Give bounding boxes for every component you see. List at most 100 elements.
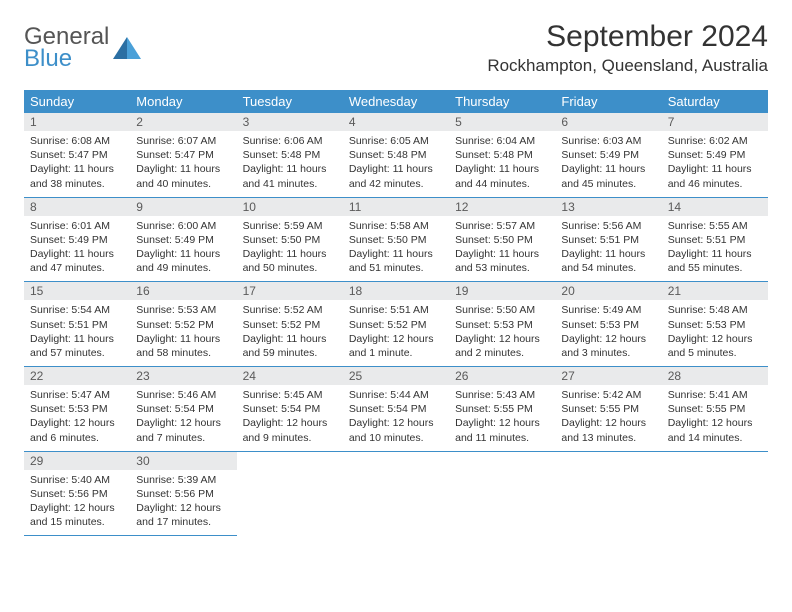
day-body: Sunrise: 5:55 AMSunset: 5:51 PMDaylight:…	[662, 216, 768, 282]
calendar-empty-cell	[343, 451, 449, 536]
daylight-text: Daylight: 11 hours and 59 minutes.	[243, 332, 337, 360]
daylight-text: Daylight: 12 hours and 2 minutes.	[455, 332, 549, 360]
calendar-week-row: 15Sunrise: 5:54 AMSunset: 5:51 PMDayligh…	[24, 282, 768, 367]
daylight-text: Daylight: 11 hours and 44 minutes.	[455, 162, 549, 190]
day-number: 16	[130, 282, 236, 300]
day-body: Sunrise: 6:01 AMSunset: 5:49 PMDaylight:…	[24, 216, 130, 282]
month-title: September 2024	[487, 20, 768, 54]
sunrise-text: Sunrise: 6:05 AM	[349, 134, 443, 148]
daylight-text: Daylight: 12 hours and 11 minutes.	[455, 416, 549, 444]
sunrise-text: Sunrise: 5:48 AM	[668, 303, 762, 317]
calendar-day-cell: 16Sunrise: 5:53 AMSunset: 5:52 PMDayligh…	[130, 282, 236, 367]
calendar-day-cell: 15Sunrise: 5:54 AMSunset: 5:51 PMDayligh…	[24, 282, 130, 367]
sunrise-text: Sunrise: 5:54 AM	[30, 303, 124, 317]
day-number: 9	[130, 198, 236, 216]
weekday-header: Tuesday	[237, 90, 343, 113]
calendar-day-cell: 26Sunrise: 5:43 AMSunset: 5:55 PMDayligh…	[449, 367, 555, 452]
daylight-text: Daylight: 11 hours and 47 minutes.	[30, 247, 124, 275]
calendar-empty-cell	[237, 451, 343, 536]
weekday-header: Friday	[555, 90, 661, 113]
day-number: 15	[24, 282, 130, 300]
sunrise-text: Sunrise: 5:42 AM	[561, 388, 655, 402]
calendar-day-cell: 10Sunrise: 5:59 AMSunset: 5:50 PMDayligh…	[237, 197, 343, 282]
day-body: Sunrise: 6:07 AMSunset: 5:47 PMDaylight:…	[130, 131, 236, 197]
sunset-text: Sunset: 5:50 PM	[349, 233, 443, 247]
sunrise-text: Sunrise: 5:59 AM	[243, 219, 337, 233]
calendar-day-cell: 4 Sunrise: 6:05 AMSunset: 5:48 PMDaylight…	[343, 113, 449, 197]
day-number: 4	[343, 113, 449, 131]
weekday-header: Wednesday	[343, 90, 449, 113]
day-body: Sunrise: 6:06 AMSunset: 5:48 PMDaylight:…	[237, 131, 343, 197]
sunset-text: Sunset: 5:54 PM	[136, 402, 230, 416]
day-body: Sunrise: 5:45 AMSunset: 5:54 PMDaylight:…	[237, 385, 343, 451]
sunrise-text: Sunrise: 6:01 AM	[30, 219, 124, 233]
day-body: Sunrise: 5:53 AMSunset: 5:52 PMDaylight:…	[130, 300, 236, 366]
sunset-text: Sunset: 5:53 PM	[561, 318, 655, 332]
daylight-text: Daylight: 11 hours and 40 minutes.	[136, 162, 230, 190]
day-body: Sunrise: 6:08 AMSunset: 5:47 PMDaylight:…	[24, 131, 130, 197]
logo-mark-icon	[113, 37, 141, 59]
day-body: Sunrise: 5:40 AMSunset: 5:56 PMDaylight:…	[24, 470, 130, 536]
day-body: Sunrise: 5:47 AMSunset: 5:53 PMDaylight:…	[24, 385, 130, 451]
calendar-day-cell: 19Sunrise: 5:50 AMSunset: 5:53 PMDayligh…	[449, 282, 555, 367]
logo: General Blue	[24, 26, 141, 69]
daylight-text: Daylight: 12 hours and 15 minutes.	[30, 501, 124, 529]
daylight-text: Daylight: 11 hours and 57 minutes.	[30, 332, 124, 360]
calendar-week-row: 29Sunrise: 5:40 AMSunset: 5:56 PMDayligh…	[24, 451, 768, 536]
sunrise-text: Sunrise: 5:39 AM	[136, 473, 230, 487]
day-body: Sunrise: 5:44 AMSunset: 5:54 PMDaylight:…	[343, 385, 449, 451]
daylight-text: Daylight: 12 hours and 9 minutes.	[243, 416, 337, 444]
day-body: Sunrise: 5:42 AMSunset: 5:55 PMDaylight:…	[555, 385, 661, 451]
day-body: Sunrise: 6:02 AMSunset: 5:49 PMDaylight:…	[662, 131, 768, 197]
sunrise-text: Sunrise: 5:47 AM	[30, 388, 124, 402]
calendar-day-cell: 8Sunrise: 6:01 AMSunset: 5:49 PMDaylight…	[24, 197, 130, 282]
daylight-text: Daylight: 12 hours and 1 minute.	[349, 332, 443, 360]
sunset-text: Sunset: 5:55 PM	[455, 402, 549, 416]
calendar-day-cell: 14Sunrise: 5:55 AMSunset: 5:51 PMDayligh…	[662, 197, 768, 282]
day-body: Sunrise: 5:57 AMSunset: 5:50 PMDaylight:…	[449, 216, 555, 282]
daylight-text: Daylight: 11 hours and 45 minutes.	[561, 162, 655, 190]
sunset-text: Sunset: 5:48 PM	[349, 148, 443, 162]
day-number: 17	[237, 282, 343, 300]
sunrise-text: Sunrise: 5:55 AM	[668, 219, 762, 233]
day-number: 7	[662, 113, 768, 131]
day-number: 26	[449, 367, 555, 385]
daylight-text: Daylight: 11 hours and 42 minutes.	[349, 162, 443, 190]
sunrise-text: Sunrise: 5:57 AM	[455, 219, 549, 233]
day-number: 14	[662, 198, 768, 216]
sunrise-text: Sunrise: 5:53 AM	[136, 303, 230, 317]
calendar-day-cell: 18Sunrise: 5:51 AMSunset: 5:52 PMDayligh…	[343, 282, 449, 367]
calendar-day-cell: 25Sunrise: 5:44 AMSunset: 5:54 PMDayligh…	[343, 367, 449, 452]
day-number: 29	[24, 452, 130, 470]
sunset-text: Sunset: 5:47 PM	[136, 148, 230, 162]
daylight-text: Daylight: 12 hours and 13 minutes.	[561, 416, 655, 444]
daylight-text: Daylight: 11 hours and 50 minutes.	[243, 247, 337, 275]
calendar-day-cell: 22Sunrise: 5:47 AMSunset: 5:53 PMDayligh…	[24, 367, 130, 452]
day-number: 30	[130, 452, 236, 470]
day-body: Sunrise: 5:51 AMSunset: 5:52 PMDaylight:…	[343, 300, 449, 366]
sunset-text: Sunset: 5:50 PM	[455, 233, 549, 247]
day-body: Sunrise: 6:03 AMSunset: 5:49 PMDaylight:…	[555, 131, 661, 197]
day-number: 21	[662, 282, 768, 300]
calendar-week-row: 22Sunrise: 5:47 AMSunset: 5:53 PMDayligh…	[24, 367, 768, 452]
sunset-text: Sunset: 5:52 PM	[349, 318, 443, 332]
sunrise-text: Sunrise: 6:03 AM	[561, 134, 655, 148]
calendar-day-cell: 28Sunrise: 5:41 AMSunset: 5:55 PMDayligh…	[662, 367, 768, 452]
sunrise-text: Sunrise: 5:49 AM	[561, 303, 655, 317]
sunset-text: Sunset: 5:54 PM	[243, 402, 337, 416]
sunset-text: Sunset: 5:52 PM	[136, 318, 230, 332]
day-number: 6	[555, 113, 661, 131]
sunrise-text: Sunrise: 6:08 AM	[30, 134, 124, 148]
sunset-text: Sunset: 5:52 PM	[243, 318, 337, 332]
calendar-day-cell: 7Sunrise: 6:02 AMSunset: 5:49 PMDaylight…	[662, 113, 768, 197]
sunset-text: Sunset: 5:55 PM	[561, 402, 655, 416]
daylight-text: Daylight: 11 hours and 49 minutes.	[136, 247, 230, 275]
calendar-empty-cell	[449, 451, 555, 536]
calendar-day-cell: 30Sunrise: 5:39 AMSunset: 5:56 PMDayligh…	[130, 451, 236, 536]
sunset-text: Sunset: 5:48 PM	[243, 148, 337, 162]
day-body: Sunrise: 5:54 AMSunset: 5:51 PMDaylight:…	[24, 300, 130, 366]
sunset-text: Sunset: 5:55 PM	[668, 402, 762, 416]
sunrise-text: Sunrise: 5:56 AM	[561, 219, 655, 233]
sunrise-text: Sunrise: 5:50 AM	[455, 303, 549, 317]
day-body: Sunrise: 5:50 AMSunset: 5:53 PMDaylight:…	[449, 300, 555, 366]
